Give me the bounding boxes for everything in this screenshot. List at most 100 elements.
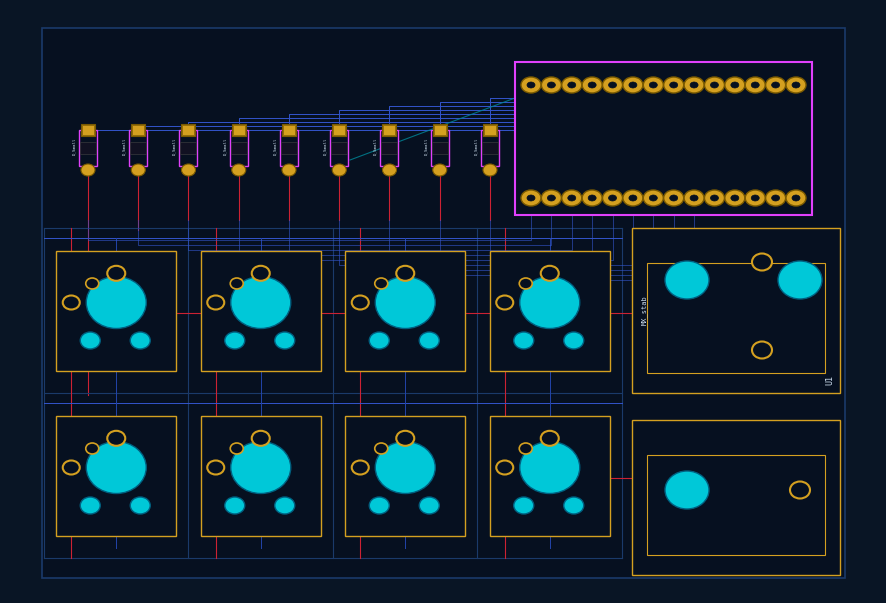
Ellipse shape [80,497,100,514]
Ellipse shape [63,461,80,475]
Ellipse shape [567,82,575,88]
Ellipse shape [628,82,636,88]
Ellipse shape [663,190,683,206]
Ellipse shape [567,195,575,201]
Ellipse shape [382,164,396,176]
Ellipse shape [526,195,534,201]
Ellipse shape [275,497,294,514]
Ellipse shape [750,82,758,88]
Bar [79,130,97,166]
Ellipse shape [791,195,799,201]
Ellipse shape [664,471,708,509]
Ellipse shape [664,261,708,299]
Ellipse shape [419,497,439,514]
Ellipse shape [518,278,532,289]
Text: D_Small: D_Small [222,137,227,155]
Ellipse shape [561,190,581,206]
Ellipse shape [724,190,744,206]
Ellipse shape [689,195,697,201]
Bar [345,415,465,535]
Bar [380,130,398,166]
Ellipse shape [663,77,683,93]
Ellipse shape [608,82,616,88]
Ellipse shape [352,461,369,475]
Bar [200,250,321,370]
Ellipse shape [581,190,602,206]
Ellipse shape [561,77,581,93]
Text: D6: D6 [138,144,142,148]
Ellipse shape [224,497,245,514]
Ellipse shape [86,277,146,329]
Ellipse shape [540,266,558,281]
Ellipse shape [396,431,414,446]
Ellipse shape [649,82,657,88]
Ellipse shape [495,461,513,475]
Bar [183,125,194,135]
Ellipse shape [230,278,243,289]
Bar [80,142,96,154]
Ellipse shape [518,443,532,454]
Ellipse shape [608,195,616,201]
Text: D_Small: D_Small [72,137,76,155]
Ellipse shape [520,190,540,206]
Bar [330,142,346,154]
Ellipse shape [703,190,724,206]
Ellipse shape [642,77,663,93]
Ellipse shape [107,431,125,446]
Bar [632,228,839,393]
Ellipse shape [352,295,369,309]
Ellipse shape [526,82,534,88]
Bar [231,124,245,136]
Bar [480,130,499,166]
Text: D_Small: D_Small [373,137,377,155]
Text: D_Small: D_Small [172,137,176,155]
Ellipse shape [744,77,765,93]
Ellipse shape [789,482,809,499]
Ellipse shape [369,332,389,349]
Bar [484,125,495,135]
Ellipse shape [683,77,703,93]
Text: MX_stab: MX_stab [640,295,647,325]
Ellipse shape [703,77,724,93]
Ellipse shape [785,190,805,206]
Bar [131,124,145,136]
Bar [180,142,197,154]
Ellipse shape [513,332,533,349]
Ellipse shape [730,195,738,201]
Bar [280,130,298,166]
Ellipse shape [791,82,799,88]
Ellipse shape [587,195,595,201]
Bar [646,455,824,555]
Text: D_Small: D_Small [473,137,478,155]
Ellipse shape [730,82,738,88]
Ellipse shape [642,190,663,206]
Ellipse shape [581,77,602,93]
Bar [283,125,295,135]
Text: D9: D9 [439,144,443,148]
Ellipse shape [744,190,765,206]
Ellipse shape [547,82,555,88]
Text: D2: D2 [189,144,192,148]
Bar [489,250,609,370]
Bar [345,250,465,370]
Bar [489,415,609,535]
Bar [330,130,348,166]
Ellipse shape [207,295,224,309]
Ellipse shape [130,332,150,349]
Bar [382,124,396,136]
Ellipse shape [520,77,540,93]
Ellipse shape [86,443,98,454]
Bar [129,130,147,166]
Ellipse shape [669,82,677,88]
Text: D_Small: D_Small [424,137,427,155]
Ellipse shape [230,441,291,493]
Bar [132,125,144,135]
Bar [481,142,497,154]
Bar [332,124,346,136]
Ellipse shape [374,278,387,289]
Ellipse shape [207,461,224,475]
Bar [56,415,176,535]
Ellipse shape [86,441,146,493]
Bar [632,420,839,575]
Ellipse shape [765,190,785,206]
